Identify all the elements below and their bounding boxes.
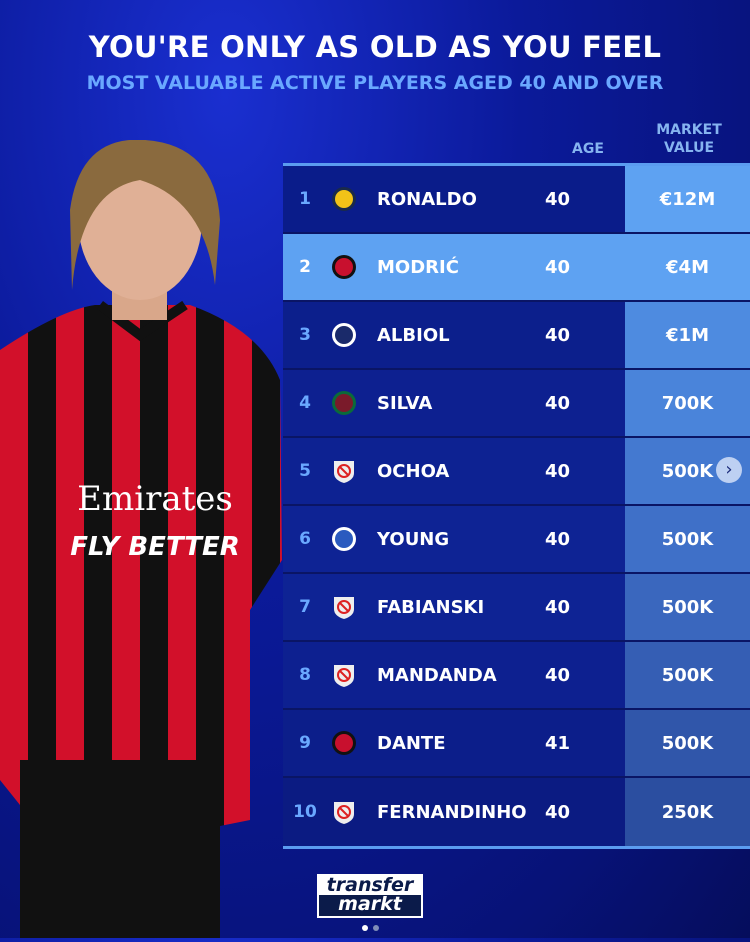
transfermarkt-logo: transfer markt xyxy=(317,874,423,918)
rank: 2 xyxy=(299,257,311,277)
player-age: 40 xyxy=(545,256,571,278)
market-value-header: MARKET VALUE xyxy=(630,121,748,157)
table-row: 1 RONALDO 40 €12M xyxy=(283,166,750,234)
table-row: 8 MANDANDA 40 500K xyxy=(283,642,750,710)
player-name: MANDANDA xyxy=(377,664,497,686)
player-photo: Emirates FLY BETTER xyxy=(0,139,285,938)
age-header: AGE xyxy=(572,141,604,157)
market-value: 500K xyxy=(625,642,750,708)
table-row: 2 MODRIĆ 40 €4M xyxy=(283,234,750,302)
carousel-dot[interactable] xyxy=(373,925,379,931)
player-name: ALBIOL xyxy=(377,324,450,346)
rank: 7 xyxy=(299,597,311,617)
rank: 4 xyxy=(299,393,311,413)
logo-line2: markt xyxy=(338,893,402,915)
player-age: 40 xyxy=(545,460,571,482)
market-value: 700K xyxy=(625,370,750,436)
player-age: 40 xyxy=(545,801,571,823)
chevron-right-icon: › xyxy=(725,459,733,480)
page-subtitle: MOST VALUABLE ACTIVE PLAYERS AGED 40 AND… xyxy=(86,72,664,94)
player-name: MODRIĆ xyxy=(377,256,459,278)
player-name: FABIANSKI xyxy=(377,596,485,618)
pisa-crest xyxy=(331,321,357,349)
nice-crest xyxy=(331,729,357,757)
carousel-indicator xyxy=(362,925,379,931)
player-name: FERNANDINHO xyxy=(377,801,527,823)
table-row: 5 OCHOA 40 500K xyxy=(283,438,750,506)
without-club-icon xyxy=(331,798,357,826)
table-row: 4 SILVA 40 700K xyxy=(283,370,750,438)
without-club-icon xyxy=(331,661,357,689)
fluminense-crest xyxy=(331,389,357,417)
player-age: 41 xyxy=(545,732,571,754)
player-name: YOUNG xyxy=(377,528,450,550)
carousel-dot-active[interactable] xyxy=(362,925,368,931)
rank: 9 xyxy=(299,733,311,753)
market-value: 500K xyxy=(625,710,750,776)
table-row: 9 DANTE 41 500K xyxy=(283,710,750,778)
market-value: 500K xyxy=(625,506,750,572)
shirt-slogan: FLY BETTER xyxy=(70,532,240,562)
player-age: 40 xyxy=(545,188,571,210)
rank: 10 xyxy=(293,802,317,822)
table-row: 10 FERNANDINHO 40 250K xyxy=(283,778,750,846)
rank: 3 xyxy=(299,325,311,345)
market-value: €1M xyxy=(625,302,750,368)
player-age: 40 xyxy=(545,664,571,686)
market-value-header-line1: MARKET xyxy=(656,122,722,138)
market-value-header-line2: VALUE xyxy=(663,140,715,156)
table-row: 7 FABIANSKI 40 500K xyxy=(283,574,750,642)
table-row: 3 ALBIOL 40 €1M xyxy=(283,302,750,370)
without-club-icon xyxy=(331,457,357,485)
next-slide-button[interactable]: › xyxy=(716,457,742,483)
ipswich-crest xyxy=(331,525,357,553)
table-row: 6 YOUNG 40 500K xyxy=(283,506,750,574)
rank: 8 xyxy=(299,665,311,685)
market-value: 500K xyxy=(625,574,750,640)
market-value: €4M xyxy=(625,234,750,300)
ac-milan-crest xyxy=(331,253,357,281)
logo-line1: transfer xyxy=(319,876,421,895)
player-age: 40 xyxy=(545,324,571,346)
market-value: 250K xyxy=(625,778,750,846)
rank: 5 xyxy=(299,461,311,481)
rank: 1 xyxy=(299,189,311,209)
shirt-sponsor: Emirates xyxy=(77,479,233,519)
player-name: DANTE xyxy=(377,732,446,754)
player-name: OCHOA xyxy=(377,460,450,482)
player-age: 40 xyxy=(545,596,571,618)
market-value: €12M xyxy=(625,166,750,232)
ranking-table: 1 RONALDO 40 €12M 2 MODRIĆ 40 €4M 3 ALBIOL 40 €1M 4 S… xyxy=(283,163,750,849)
player-age: 40 xyxy=(545,528,571,550)
without-club-icon xyxy=(331,593,357,621)
page-title: YOU'RE ONLY AS OLD AS YOU FEEL xyxy=(88,30,662,64)
player-name: RONALDO xyxy=(377,188,477,210)
rank: 6 xyxy=(299,529,311,549)
player-age: 40 xyxy=(545,392,571,414)
al-nassr-crest xyxy=(331,185,357,213)
player-name: SILVA xyxy=(377,392,433,414)
